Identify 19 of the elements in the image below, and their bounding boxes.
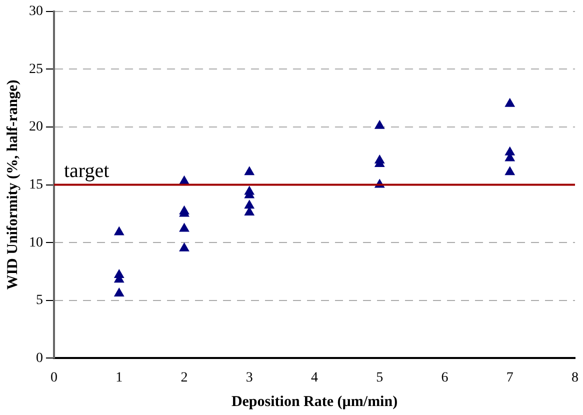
y-tick-label: 30 xyxy=(29,4,43,20)
x-tick-label: 6 xyxy=(441,370,448,386)
x-tick-label: 2 xyxy=(180,370,188,386)
ref-line-label: target xyxy=(64,160,110,182)
y-tick-label: 10 xyxy=(29,235,43,250)
y-tick-label: 5 xyxy=(36,293,43,308)
x-tick-label: 7 xyxy=(506,370,514,386)
y-tick-label: 0 xyxy=(36,350,43,366)
y-axis-title: WID Uniformity (%, half-range) xyxy=(4,80,21,290)
x-tick-label: 3 xyxy=(246,370,253,386)
y-tick-label: 20 xyxy=(29,120,43,135)
x-tick-label: 1 xyxy=(116,370,123,386)
y-tick-label: 25 xyxy=(29,62,43,77)
x-tick-label: 8 xyxy=(572,370,578,386)
x-axis-title: Deposition Rate (µm/min) xyxy=(231,394,398,410)
x-tick-label: 4 xyxy=(311,370,318,386)
x-tick-label: 0 xyxy=(50,370,58,386)
x-tick-label: 5 xyxy=(376,370,384,386)
y-tick-label: 15 xyxy=(29,177,43,192)
